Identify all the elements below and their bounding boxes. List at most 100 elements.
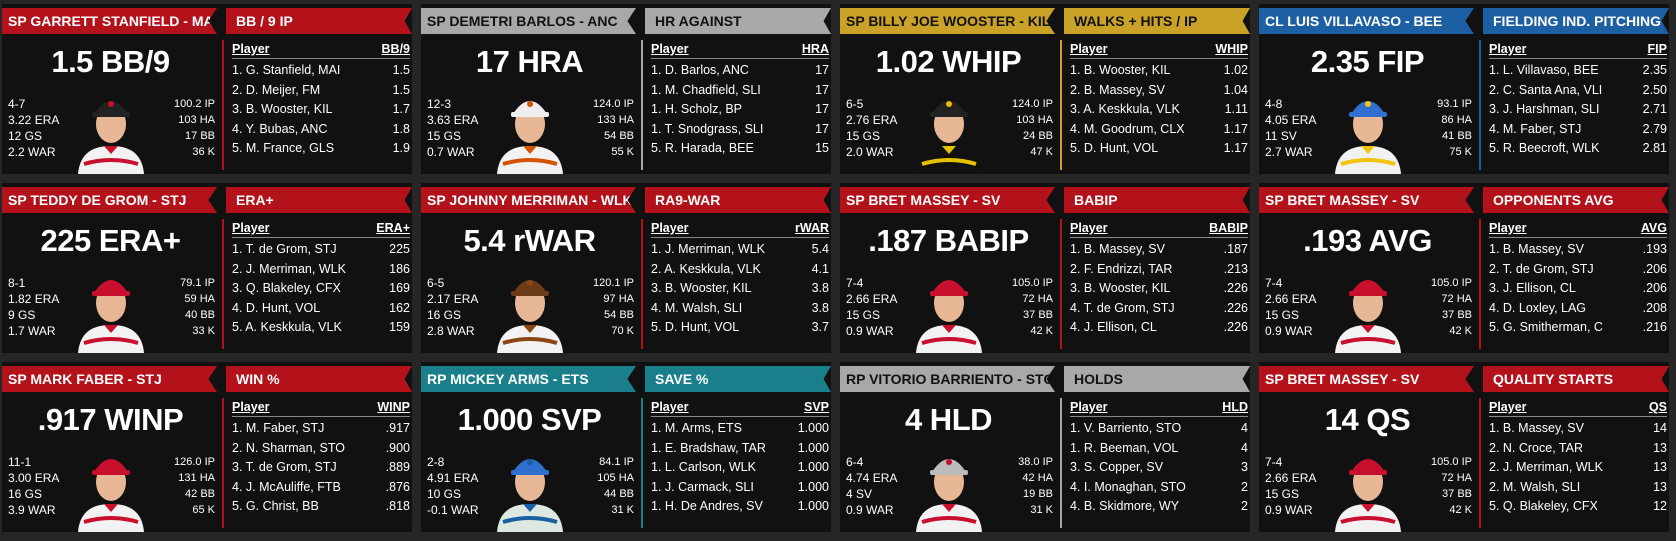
leader-card[interactable]: SP BILLY JOE WOOSTER - KIL WALKS + HITS /… [840, 4, 1250, 174]
table-row[interactable]: 1. D. Barlos, ANC 17 [651, 61, 829, 81]
row-player: 3. B. Wooster, KIL [651, 281, 752, 295]
leader-card[interactable]: RP MICKEY ARMS - ETS SAVE % 1.000 SVP 2-8 4.… [421, 362, 831, 532]
leader-card[interactable]: SP BRET MASSEY - SV QUALITY STARTS 14 QS 7-… [1259, 362, 1669, 532]
table-row[interactable]: 3. B. Wooster, KIL 1.7 [232, 100, 410, 120]
table-row[interactable]: 2. A. Keskkula, VLK 4.1 [651, 260, 829, 280]
player-left-stats: 6-5 2.76 ERA 15 GS 2.0 WAR [846, 96, 897, 160]
leader-card[interactable]: SP MARK FABER - STJ WIN % .917 WINP 11-1 3.0… [2, 362, 412, 532]
right-stat: 103 HA [1016, 114, 1053, 126]
left-stat: 16 GS [427, 308, 462, 322]
table-row[interactable]: 1. R. Beeman, VOL 4 [1070, 439, 1248, 459]
table-row[interactable]: 1. T. de Grom, STJ 225 [232, 240, 410, 260]
table-row[interactable]: 1. L. Villavaso, BEE 2.35 [1489, 61, 1667, 81]
table-row[interactable]: 2. F. Endrizzi, TAR .213 [1070, 260, 1248, 280]
table-row[interactable]: 3. S. Copper, SV 3 [1070, 458, 1248, 478]
table-row[interactable]: 5. A. Keskkula, VLK 159 [232, 318, 410, 338]
right-stat: 33 K [192, 325, 215, 337]
table-row[interactable]: 3. A. Keskkula, VLK 1.11 [1070, 100, 1248, 120]
table-row[interactable]: 5. G. Christ, BB .818 [232, 497, 410, 517]
table-row[interactable]: 1. V. Barriento, STO 4 [1070, 419, 1248, 439]
col-player: Player [232, 42, 270, 56]
table-row[interactable]: 5. R. Harada, BEE 15 [651, 139, 829, 159]
table-row[interactable]: 5. R. Beecroft, WLK 2.81 [1489, 139, 1667, 159]
table-row[interactable]: 4. M. Walsh, SLI 3.8 [651, 299, 829, 319]
leader-card[interactable]: RP VITORIO BARRIENTO - STO HOLDS 4 HLD 6-4 4… [840, 362, 1250, 532]
table-row[interactable]: 2. N. Sharman, STO .900 [232, 439, 410, 459]
table-row[interactable]: 1. E. Bradshaw, TAR 1.000 [651, 439, 829, 459]
table-row[interactable]: 1. H. De Andres, SV 1.000 [651, 497, 829, 517]
table-row[interactable]: 1. M. Chadfield, SLI 17 [651, 81, 829, 101]
row-player: 3. J. Ellison, CL [1489, 281, 1576, 295]
player-panel: 1.5 BB/9 4-7 3.22 ERA 12 GS 2.2 WAR 100.2 IP 1… [2, 38, 219, 174]
table-row[interactable]: 3. J. Harshman, SLI 2.71 [1489, 100, 1667, 120]
col-player: Player [232, 400, 270, 414]
table-row[interactable]: 4. D. Hunt, VOL 162 [232, 299, 410, 319]
table-row[interactable]: 3. T. de Grom, STJ .889 [232, 458, 410, 478]
table-row[interactable]: 2. C. Santa Ana, VLI 2.50 [1489, 81, 1667, 101]
stat-header: WIN % [226, 366, 412, 392]
table-row[interactable]: 3. B. Wooster, KIL .226 [1070, 279, 1248, 299]
table-row[interactable]: 1. L. Carlson, WLK 1.000 [651, 458, 829, 478]
table-row[interactable]: 2. J. Merriman, WLK 186 [232, 260, 410, 280]
leader-card[interactable]: CL LUIS VILLAVASO - BEE FIELDING IND. PIT… [1259, 4, 1669, 174]
big-stat: 1.02 WHIP [875, 44, 1022, 79]
table-row[interactable]: 1. B. Wooster, KIL 1.02 [1070, 61, 1248, 81]
right-stat: 42 K [1449, 504, 1472, 516]
table-row[interactable]: 1. M. Arms, ETS 1.000 [651, 419, 829, 439]
table-row[interactable]: 4. Y. Bubas, ANC 1.8 [232, 120, 410, 140]
row-value: 3.7 [811, 320, 829, 334]
row-value: 5.4 [811, 242, 829, 256]
table-row[interactable]: 4. D. Loxley, LAG .208 [1489, 299, 1667, 319]
table-row[interactable]: 1. J. Merriman, WLK 5.4 [651, 240, 829, 260]
table-row[interactable]: 1. B. Massey, SV 14 [1489, 419, 1667, 439]
right-stat: 72 HA [1022, 293, 1053, 305]
table-row[interactable]: 1. M. Faber, STJ .917 [232, 419, 410, 439]
table-row[interactable]: 1. G. Stanfield, MAI 1.5 [232, 61, 410, 81]
row-value: 1.02 [1223, 63, 1248, 77]
row-value: 1.000 [797, 479, 829, 494]
leader-card[interactable]: SP DEMETRI BARLOS - ANC HR AGAINST 17 HRA 1… [421, 4, 831, 174]
player-header: SP BRET MASSEY - SV [1259, 187, 1474, 213]
table-row[interactable]: 4. T. de Grom, STJ .226 [1070, 299, 1248, 319]
right-stat: 79.1 IP [180, 277, 215, 289]
table-row[interactable]: 2. D. Meijer, FM 1.5 [232, 81, 410, 101]
leader-card[interactable]: SP BRET MASSEY - SV OPPONENTS AVG .193 AVG… [1259, 183, 1669, 353]
table-row[interactable]: 1. H. Scholz, BP 17 [651, 100, 829, 120]
table-row[interactable]: 5. D. Hunt, VOL 3.7 [651, 318, 829, 338]
table-row[interactable]: 4. J. Ellison, CL .226 [1070, 318, 1248, 338]
table-row[interactable]: 5. M. France, GLS 1.9 [232, 139, 410, 159]
table-row[interactable]: 4. J. McAuliffe, FTB .876 [232, 478, 410, 498]
big-stat: 14 QS [1324, 402, 1411, 437]
table-row[interactable]: 4. B. Skidmore, WY 2 [1070, 497, 1248, 517]
table-row[interactable]: 2. N. Croce, TAR 13 [1489, 439, 1667, 459]
col-stat: WHIP [1215, 42, 1248, 56]
table-row[interactable]: 4. M. Goodrum, CLX 1.17 [1070, 120, 1248, 140]
table-row[interactable]: 5. G. Smitherman, C .216 [1489, 318, 1667, 338]
row-player: 1. M. Faber, STJ [232, 421, 325, 435]
table-row[interactable]: 2. T. de Grom, STJ .206 [1489, 260, 1667, 280]
table-row[interactable]: 2. J. Merriman, WLK 13 [1489, 458, 1667, 478]
leader-card[interactable]: SP GARRETT STANFIELD - MAI BB / 9 IP 1.5 B… [2, 4, 412, 174]
table-row[interactable]: 3. B. Wooster, KIL 3.8 [651, 279, 829, 299]
left-stat: 15 GS [1265, 308, 1300, 322]
leader-card[interactable]: SP JOHNNY MERRIMAN - WLK RA9-WAR 5.4 rWAR 6… [421, 183, 831, 353]
table-row[interactable]: 4. M. Faber, STJ 2.79 [1489, 120, 1667, 140]
table-row[interactable]: 3. Q. Blakeley, CFX 169 [232, 279, 410, 299]
table-row[interactable]: 3. J. Ellison, CL .206 [1489, 279, 1667, 299]
left-stat: 1.7 WAR [8, 324, 56, 338]
table-row[interactable]: 1. J. Carmack, SLI 1.000 [651, 478, 829, 498]
table-row[interactable]: 1. B. Massey, SV .187 [1070, 240, 1248, 260]
table-row[interactable]: 5. D. Hunt, VOL 1.17 [1070, 139, 1248, 159]
table-row[interactable]: 2. B. Massey, SV 1.04 [1070, 81, 1248, 101]
row-value: 1.000 [797, 460, 829, 474]
table-row[interactable]: 1. B. Massey, SV .193 [1489, 240, 1667, 260]
table-row[interactable]: 1. T. Snodgrass, SLI 17 [651, 120, 829, 140]
table-row[interactable]: 2. M. Walsh, SLI 13 [1489, 478, 1667, 498]
leader-card[interactable]: SP BRET MASSEY - SV BABIP .187 BABIP 7-4 2.6… [840, 183, 1250, 353]
table-header: Player SVP [651, 400, 829, 417]
leader-card[interactable]: SP TEDDY DE GROM - STJ ERA+ 225 ERA+ 8-1 1.8… [2, 183, 412, 353]
left-stat: 15 GS [846, 129, 881, 143]
table-row[interactable]: 5. Q. Blakeley, CFX 12 [1489, 497, 1667, 517]
row-player: 2. M. Walsh, SLI [1489, 479, 1581, 494]
table-row[interactable]: 4. I. Monaghan, STO 2 [1070, 478, 1248, 498]
